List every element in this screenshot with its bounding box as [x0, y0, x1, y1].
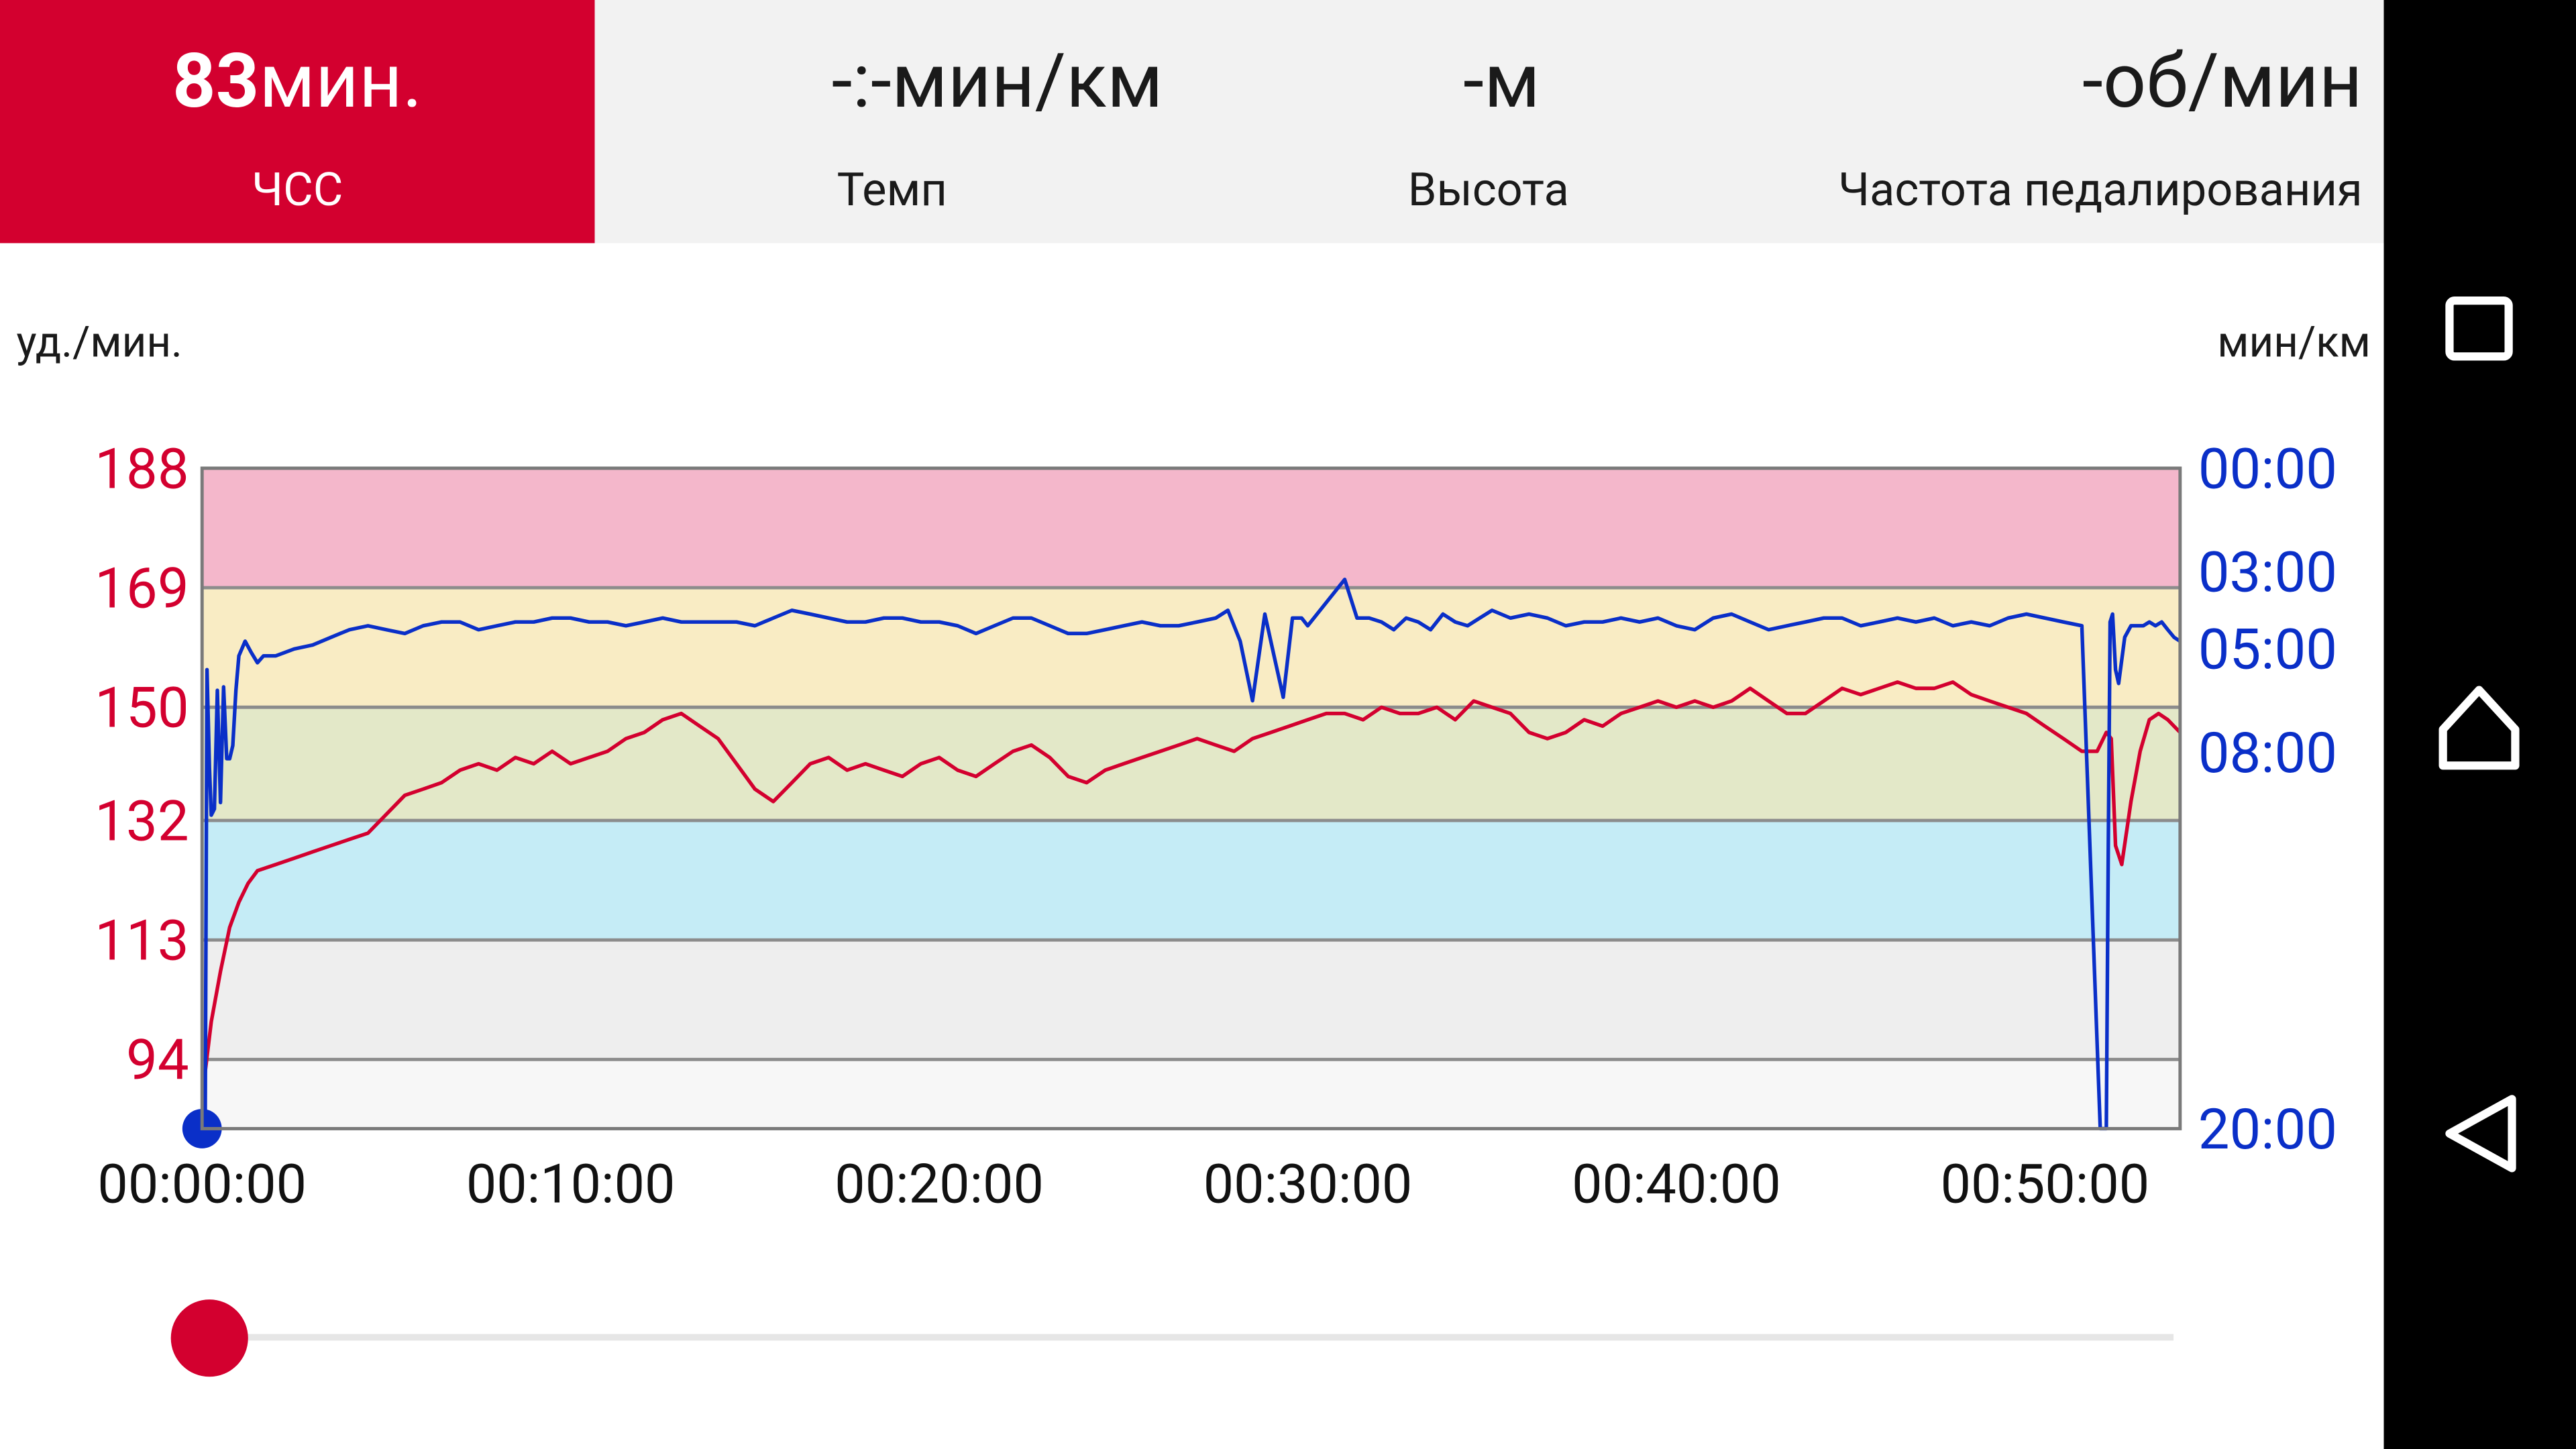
metric-tabs: 83мин. ЧСС -:-мин/км Темп -м Высота -об/…: [0, 0, 2384, 244]
hr-zone-band: [202, 707, 2180, 821]
left-y-tick-label: 188: [95, 437, 189, 502]
cadence-label: Частота педалирования: [1838, 162, 2363, 217]
hr-pace-chart[interactable]: 188 169 150 132 113 94 00:00 03:00 05:00 08:00 20:…: [0, 0, 2383, 1449]
left-y-tick-label: 132: [95, 789, 189, 854]
left-y-tick-label: 94: [126, 1028, 189, 1093]
tab-cadence[interactable]: -об/мин Частота педалирования: [1788, 0, 2384, 243]
tab-altitude[interactable]: -м Высота: [1189, 0, 1787, 243]
overview-button[interactable]: [2383, 255, 2576, 402]
pace-label: Темп: [837, 162, 948, 217]
back-triangle-icon: [2445, 1095, 2516, 1173]
heart-rate-line: [200, 680, 2182, 1129]
tab-heart-rate[interactable]: 83мин. ЧСС: [0, 0, 595, 244]
left-y-tick-label: 150: [95, 676, 189, 741]
x-tick-label: 00:00:00: [97, 1152, 307, 1216]
right-axis-unit: мин/км: [2217, 319, 2371, 368]
right-y-tick-label: 03:00: [2198, 541, 2337, 606]
cadence-value: -об/мин: [2082, 38, 2363, 127]
home-button[interactable]: [2383, 654, 2576, 802]
left-y-tick-label: 113: [95, 909, 189, 974]
home-icon: [2438, 686, 2520, 770]
right-y-tick-label: 08:00: [2198, 721, 2337, 786]
hr-zone-band: [202, 820, 2180, 941]
x-tick-label: 00:50:00: [1941, 1152, 2150, 1216]
hr-zone-band: [202, 940, 2180, 1060]
tab-pace[interactable]: -:-мин/км Темп: [595, 0, 1190, 243]
right-y-tick-label: 05:00: [2198, 618, 2337, 683]
hr-zone-band: [202, 468, 2180, 588]
overview-square-icon: [2445, 297, 2513, 361]
hr-zone-band: [202, 1059, 2180, 1129]
pace-line: [202, 578, 2182, 1131]
pace-value: -:-мин/км: [831, 38, 1163, 127]
x-tick-label: 00:30:00: [1203, 1152, 1413, 1216]
heart-rate-label: ЧСС: [252, 162, 343, 217]
x-tick-label: 00:40:00: [1572, 1152, 1781, 1216]
hr-zone-band: [202, 588, 2180, 708]
left-y-tick-label: 169: [95, 557, 189, 622]
left-axis-unit: уд./мин.: [16, 319, 182, 368]
heart-rate-number: 83: [172, 38, 260, 127]
altitude-value: -м: [1463, 38, 1540, 127]
right-y-tick-label: 00:00: [2198, 437, 2337, 502]
heart-rate-value: 83мин.: [0, 36, 595, 128]
timeline-slider-thumb[interactable]: [170, 1299, 248, 1377]
plot-frame: [200, 466, 2182, 1130]
heart-rate-unit: мин.: [259, 38, 423, 127]
right-y-tick-label: 20:00: [2198, 1097, 2337, 1163]
x-tick-label: 00:20:00: [835, 1152, 1044, 1216]
x-tick-label: 00:10:00: [466, 1152, 676, 1216]
android-nav-bar: [2383, 0, 2576, 1449]
timeline-slider-track[interactable]: [210, 1334, 2174, 1341]
back-button[interactable]: [2383, 1060, 2576, 1208]
altitude-label: Высота: [1407, 162, 1569, 217]
